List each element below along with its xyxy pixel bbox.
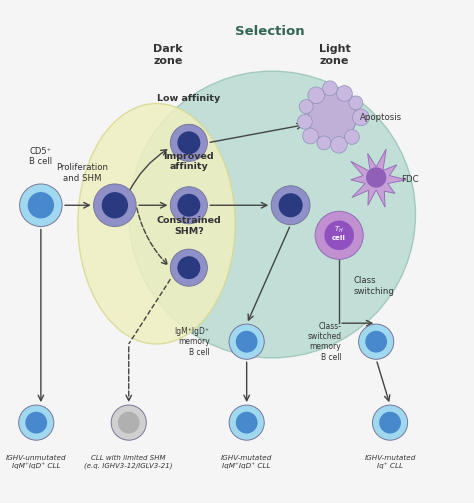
Circle shape [170, 249, 207, 286]
Circle shape [345, 130, 359, 144]
Circle shape [279, 193, 303, 217]
Circle shape [337, 86, 352, 101]
Circle shape [365, 331, 387, 353]
Text: Apoptosis: Apoptosis [360, 113, 402, 122]
Text: IGHV-mutated
IqM⁺IqD⁺ CLL: IGHV-mutated IqM⁺IqD⁺ CLL [221, 455, 273, 469]
Circle shape [366, 167, 386, 188]
Circle shape [324, 220, 354, 250]
Ellipse shape [129, 71, 416, 358]
Circle shape [308, 87, 325, 104]
Circle shape [93, 184, 136, 226]
Circle shape [298, 114, 312, 129]
Circle shape [353, 109, 369, 126]
Circle shape [111, 405, 146, 440]
Circle shape [236, 412, 257, 434]
Text: Low affinity: Low affinity [157, 95, 220, 104]
Text: Class
switching: Class switching [353, 277, 394, 296]
Circle shape [27, 192, 54, 218]
Circle shape [18, 405, 54, 440]
Circle shape [170, 124, 207, 161]
Circle shape [102, 192, 128, 218]
Text: IgM⁺IgD⁺
memory
B cell: IgM⁺IgD⁺ memory B cell [175, 327, 210, 357]
Circle shape [229, 405, 264, 440]
Circle shape [170, 187, 207, 224]
Circle shape [229, 324, 264, 359]
Circle shape [118, 412, 140, 434]
Circle shape [317, 136, 331, 150]
Circle shape [322, 81, 337, 96]
Circle shape [315, 211, 363, 260]
Text: Constrained
SHM?: Constrained SHM? [156, 216, 221, 236]
Text: CLL with limited SHM
(e.q. IGHV3-12/IGLV3-21): CLL with limited SHM (e.q. IGHV3-12/IGLV… [84, 455, 173, 469]
Circle shape [359, 324, 394, 359]
Circle shape [25, 412, 47, 434]
Text: Improved
affinity: Improved affinity [164, 151, 214, 171]
Circle shape [379, 412, 401, 434]
Circle shape [349, 96, 363, 110]
Circle shape [330, 136, 347, 153]
Text: Light
zone: Light zone [319, 44, 350, 66]
Circle shape [373, 405, 408, 440]
Circle shape [177, 194, 201, 217]
Text: CD5⁺
B cell: CD5⁺ B cell [29, 147, 53, 166]
Text: Selection: Selection [235, 25, 305, 38]
Polygon shape [351, 149, 406, 207]
Text: Dark
zone: Dark zone [153, 44, 183, 66]
Circle shape [19, 184, 62, 226]
Circle shape [271, 186, 310, 225]
Ellipse shape [78, 104, 235, 344]
Text: $T_H$: $T_H$ [334, 225, 344, 235]
Circle shape [299, 100, 313, 114]
Circle shape [308, 94, 356, 141]
Text: cell: cell [332, 235, 346, 241]
Circle shape [236, 331, 257, 353]
Text: IGHV-mutated
Iq⁺ CLL: IGHV-mutated Iq⁺ CLL [365, 455, 416, 469]
Text: Proliferation
and SHM: Proliferation and SHM [56, 163, 109, 183]
Text: FDC: FDC [401, 176, 419, 184]
Text: IGHV-unmutated
IqM⁺IqD⁺ CLL: IGHV-unmutated IqM⁺IqD⁺ CLL [6, 455, 66, 469]
Circle shape [177, 256, 201, 279]
Circle shape [302, 128, 319, 144]
Text: Class-
switched
memory
B cell: Class- switched memory B cell [307, 321, 341, 362]
Circle shape [177, 131, 201, 154]
